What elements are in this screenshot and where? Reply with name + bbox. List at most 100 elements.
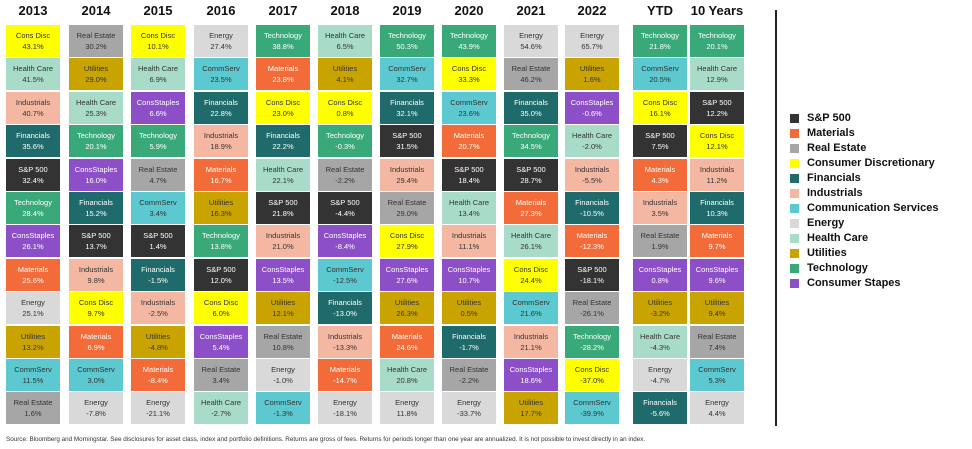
cell: Technology 21.8%: [633, 25, 687, 57]
sector-label: Industrials: [574, 164, 610, 174]
return-value: 16.7%: [210, 175, 232, 185]
sector-label: Health Care: [510, 231, 552, 241]
cell: Materials -8.4%: [131, 359, 185, 391]
return-value: 38.8%: [272, 42, 294, 51]
legend-swatch: [790, 218, 799, 228]
return-value: 0.8%: [336, 108, 354, 118]
sector-label: ConsStaples: [570, 97, 614, 107]
cell: Cons Disc 24.4%: [504, 258, 558, 291]
return-value: 12.2%: [706, 108, 728, 118]
return-value: 18.6%: [520, 376, 542, 385]
return-value: 3.5%: [651, 209, 669, 218]
cell: Real Estate 30.2%: [69, 25, 123, 57]
sector-label: CommServ: [326, 264, 364, 274]
return-value: 25.1%: [22, 309, 44, 319]
return-value: 21.8%: [272, 209, 294, 218]
sector-label: Cons Disc: [699, 131, 735, 141]
cell: CommServ 23.5%: [194, 58, 248, 91]
sector-label: CommServ: [388, 64, 426, 74]
cell: Utilities 29.0%: [69, 58, 123, 91]
return-value: 27.3%: [520, 209, 542, 218]
cell: Financials -10.5%: [565, 192, 619, 224]
sector-label: Utilities: [518, 398, 544, 408]
return-value: 32.1%: [396, 108, 418, 118]
return-value: 16.0%: [85, 175, 107, 185]
return-value: 25.3%: [85, 108, 107, 118]
cell: CommServ 21.6%: [504, 292, 558, 325]
return-value: 54.6%: [520, 42, 542, 51]
sector-label: Real Estate: [13, 398, 53, 408]
sector-label: Real Estate: [387, 198, 427, 207]
sector-label: Energy: [21, 298, 45, 308]
cell: ConsStaples 26.1%: [6, 225, 60, 258]
sector-label: Industrials: [15, 97, 51, 107]
return-value: 3.0%: [87, 376, 105, 385]
sector-label: Financials: [514, 97, 548, 107]
sector-label: Health Care: [137, 64, 179, 74]
return-value: 12.1%: [272, 309, 294, 319]
cell: S&P 500 12.0%: [194, 258, 248, 291]
sector-label: Utilities: [332, 64, 358, 74]
cell: Industrials 29.4%: [380, 158, 434, 191]
return-value: 23.8%: [272, 75, 294, 85]
cell: CommServ -39.9%: [565, 392, 619, 425]
return-value: -39.9%: [580, 409, 604, 419]
cell: Materials 24.6%: [380, 325, 434, 358]
sector-label: Health Care: [200, 398, 242, 408]
cell: ConsStaples 10.7%: [442, 258, 496, 291]
return-value: 6.5%: [336, 42, 354, 51]
cell: Health Care 22.1%: [256, 158, 310, 191]
sector-label: Materials: [644, 164, 676, 174]
cell: S&P 500 1.4%: [131, 225, 185, 258]
legend-swatch: [790, 278, 799, 288]
return-value: 13.8%: [210, 242, 232, 252]
sector-label: CommServ: [641, 64, 679, 74]
cell: ConsStaples 13.5%: [256, 258, 310, 291]
return-value: 43.1%: [22, 42, 44, 51]
cell: Health Care 41.5%: [6, 58, 60, 91]
return-value: 6.9%: [149, 75, 167, 85]
sector-label: CommServ: [698, 365, 736, 374]
cell: Financials -5.6%: [633, 392, 687, 425]
sector-label: CommServ: [77, 365, 115, 374]
return-value: -21.1%: [146, 409, 170, 419]
return-value: 23.5%: [210, 75, 232, 85]
return-value: 7.4%: [708, 342, 726, 352]
cell: S&P 500 28.7%: [504, 158, 558, 191]
return-value: -3.2%: [650, 309, 670, 319]
sector-label: Technology: [77, 131, 115, 141]
return-value: 4.3%: [651, 175, 669, 185]
return-value: 11.8%: [396, 409, 418, 419]
return-value: 9.8%: [87, 275, 105, 285]
return-value: 3.4%: [149, 209, 167, 218]
cell: Utilities 26.3%: [380, 292, 434, 325]
sector-label: Real Estate: [449, 365, 489, 374]
sector-label: Technology: [450, 31, 488, 40]
sector-label: Materials: [142, 365, 174, 374]
sector-label: ConsStaples: [199, 331, 243, 341]
return-value: 1.4%: [149, 242, 167, 252]
sector-label: Energy: [580, 31, 604, 40]
cell: Financials -1.7%: [442, 325, 496, 358]
cell: Financials 35.0%: [504, 91, 558, 124]
return-value: 29.0%: [85, 75, 107, 85]
sector-label: Energy: [333, 398, 357, 408]
source-note: Source: Bloomberg and Morningstar. See d…: [6, 436, 646, 443]
sector-label: Health Care: [262, 164, 304, 174]
cell: Technology -28.2%: [565, 325, 619, 358]
return-value: 23.0%: [272, 108, 294, 118]
sector-label: Materials: [80, 331, 112, 341]
return-value: 28.4%: [22, 209, 44, 218]
return-value: -26.1%: [580, 309, 604, 319]
sector-label: CommServ: [264, 398, 302, 408]
cell: Utilities -3.2%: [633, 292, 687, 325]
return-value: 20.1%: [85, 142, 107, 152]
sector-label: Health Care: [639, 331, 681, 341]
return-value: 6.0%: [212, 309, 230, 319]
return-value: -14.7%: [333, 376, 357, 385]
cell: Industrials 9.8%: [69, 258, 123, 291]
sector-label: Industrials: [78, 264, 114, 274]
return-value: 12.1%: [706, 142, 728, 152]
return-value: 0.5%: [460, 309, 478, 319]
cell: S&P 500 7.5%: [633, 125, 687, 158]
